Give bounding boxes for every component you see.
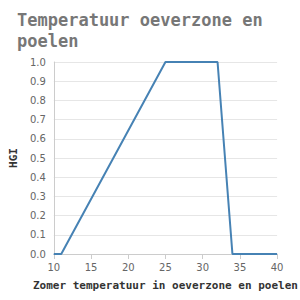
svg-text:10: 10 [47,262,60,273]
svg-text:25: 25 [159,262,172,273]
svg-text:0.9: 0.9 [30,76,46,87]
svg-text:30: 30 [196,262,209,273]
svg-text:20: 20 [122,262,135,273]
svg-text:HGI: HGI [7,148,20,168]
svg-text:40: 40 [271,262,284,273]
svg-text:Zomer temperatuur in oeverzone: Zomer temperatuur in oeverzone en poelen [33,279,298,292]
svg-text:1.0: 1.0 [30,57,46,68]
svg-text:poelen: poelen [17,31,78,51]
svg-text:0.3: 0.3 [30,191,46,202]
svg-text:0.4: 0.4 [30,172,46,183]
svg-text:0.2: 0.2 [30,210,46,221]
svg-text:0.8: 0.8 [30,95,46,106]
svg-text:0.1: 0.1 [30,229,46,240]
svg-text:0.5: 0.5 [30,153,46,164]
svg-text:0.7: 0.7 [30,114,46,125]
svg-text:Temperatuur oeverzone en: Temperatuur oeverzone en [17,10,273,30]
svg-text:15: 15 [85,262,98,273]
svg-text:0.6: 0.6 [30,133,46,144]
svg-text:35: 35 [234,262,247,273]
svg-text:0.0: 0.0 [30,249,46,260]
